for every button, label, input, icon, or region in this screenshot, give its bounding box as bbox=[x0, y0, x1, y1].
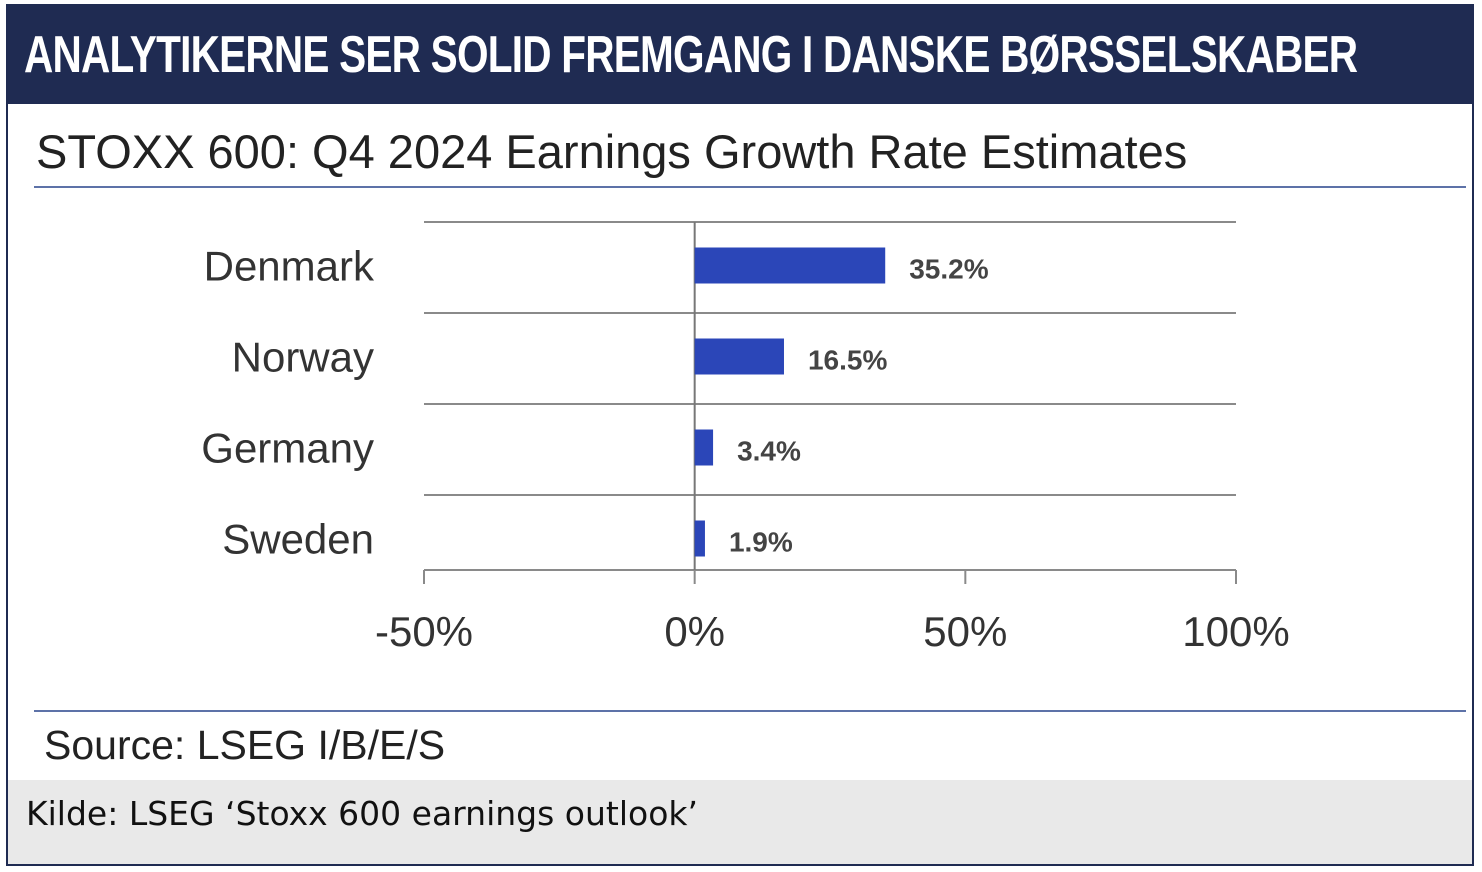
source-rule bbox=[34, 710, 1466, 712]
value-label: 16.5% bbox=[808, 345, 887, 376]
title-rule bbox=[34, 186, 1466, 188]
x-tick-label: -50% bbox=[375, 608, 473, 655]
bar bbox=[694, 338, 784, 375]
value-label: 3.4% bbox=[737, 436, 801, 467]
value-label: 1.9% bbox=[729, 527, 793, 558]
bar bbox=[694, 247, 886, 284]
category-label: Sweden bbox=[222, 516, 374, 563]
value-label: 35.2% bbox=[909, 254, 988, 285]
bar bbox=[694, 520, 705, 557]
bar-chart: -50% 0% 50% 100% Denmark 35.2% Norway 16.5% Germ… bbox=[201, 221, 1290, 655]
x-tick-label: 100% bbox=[1182, 608, 1289, 655]
x-tick-label: 50% bbox=[923, 608, 1007, 655]
caption-text: Kilde: LSEG ‘Stoxx 600 earnings outlook’ bbox=[26, 794, 698, 833]
chart-title: STOXX 600: Q4 2024 Earnings Growth Rate … bbox=[36, 125, 1188, 178]
x-tick-label: 0% bbox=[664, 608, 725, 655]
caption-bar: Kilde: LSEG ‘Stoxx 600 earnings outlook’ bbox=[8, 780, 1472, 864]
category-label: Germany bbox=[201, 425, 374, 472]
infographic-frame: ANALYTIKERNE SER SOLID FREMGANG I DANSKE… bbox=[6, 4, 1474, 866]
source-note: Source: LSEG I/B/E/S bbox=[44, 722, 446, 768]
banner-title: ANALYTIKERNE SER SOLID FREMGANG I DANSKE… bbox=[24, 26, 1358, 84]
category-label: Denmark bbox=[204, 243, 375, 290]
banner: ANALYTIKERNE SER SOLID FREMGANG I DANSKE… bbox=[8, 6, 1472, 104]
category-label: Norway bbox=[232, 334, 374, 381]
bar bbox=[694, 429, 714, 466]
